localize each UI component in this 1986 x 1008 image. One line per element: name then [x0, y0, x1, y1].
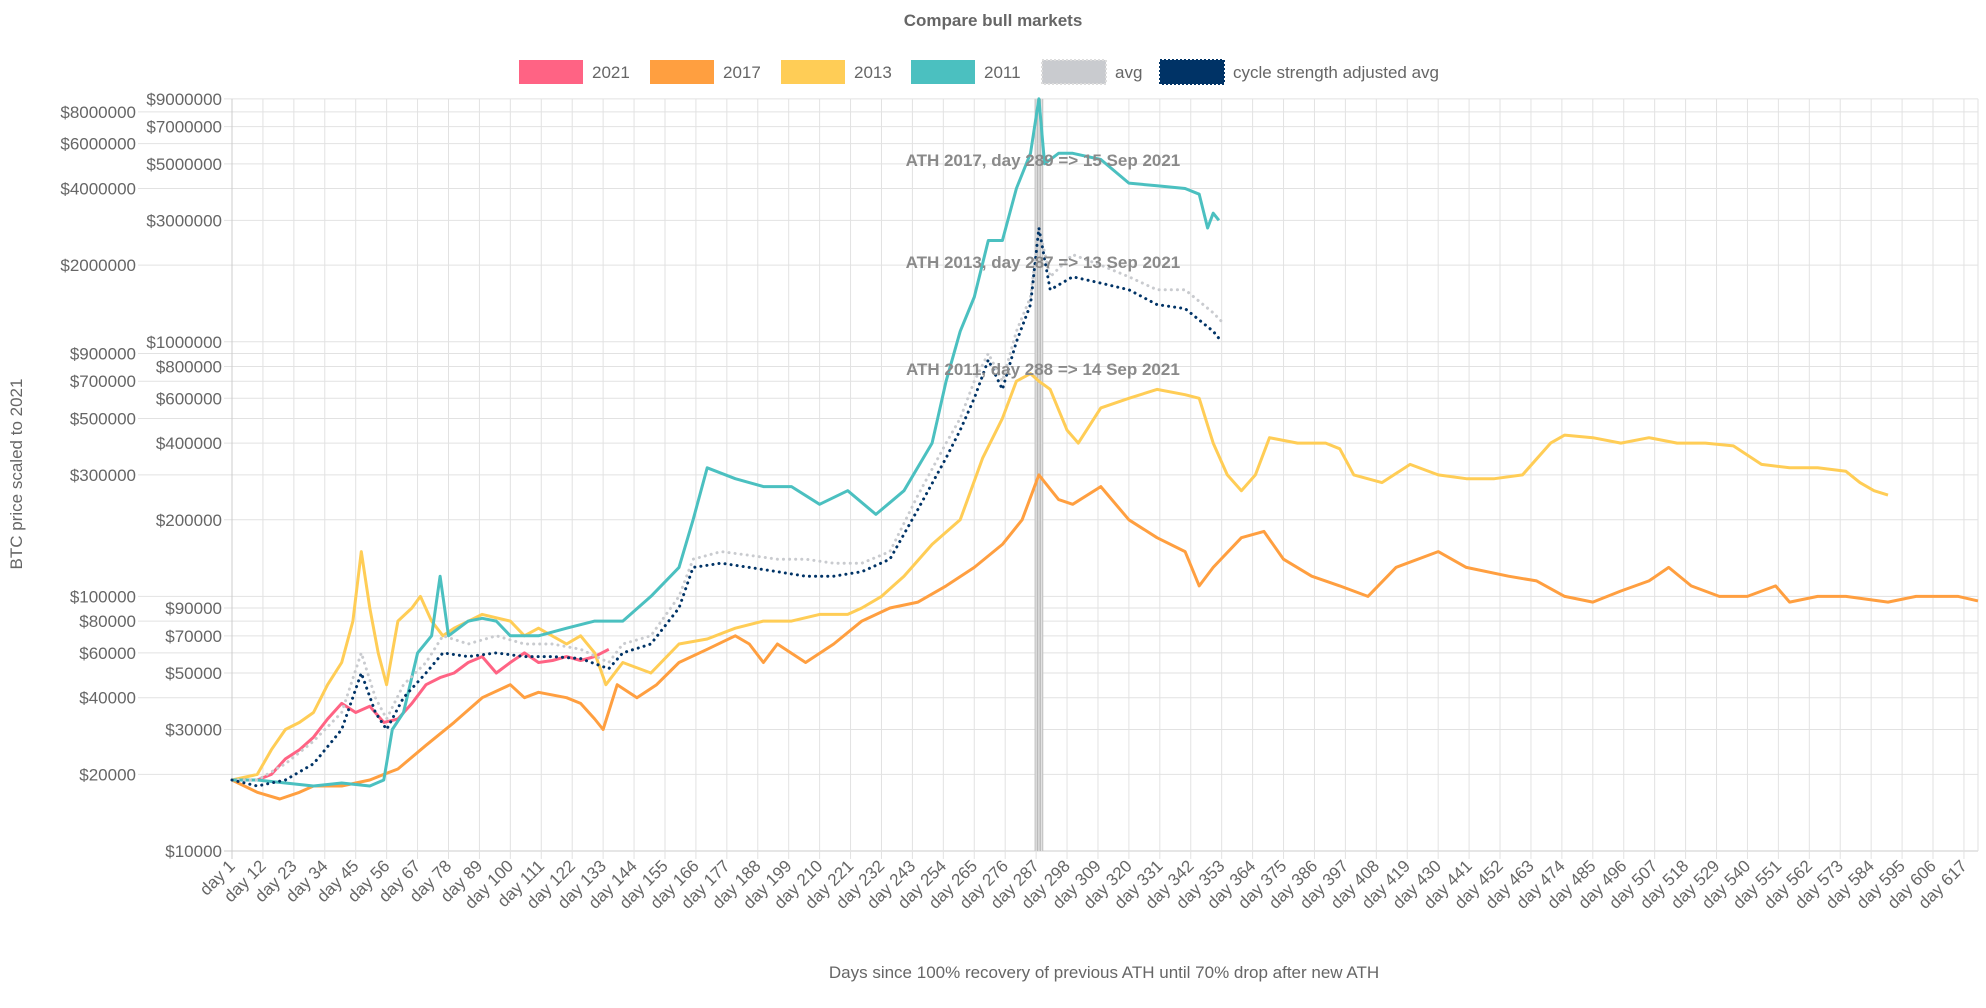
y-tick-label: $300000	[70, 466, 136, 485]
legend-swatch	[650, 60, 714, 84]
y-tick-label: $600000	[156, 389, 222, 408]
legend-item-2013[interactable]: 2013	[781, 60, 892, 84]
y-tick-label: $6000000	[60, 135, 136, 154]
y-tick-label: $3000000	[146, 211, 222, 230]
series-lines	[230, 97, 1979, 801]
y-axis: $10000 $20000 $30000 $40000 $50000 $60000 $700…	[60, 90, 222, 861]
legend-item-avg[interactable]: avg	[1041, 59, 1142, 85]
y-tick-label: $400000	[156, 434, 222, 453]
ath-annotation-labels: ATH 2017, day 289 => 15 Sep 2021 ATH 2013…	[906, 151, 1181, 379]
series-line-2013	[231, 372, 1889, 782]
series-line-2021	[232, 647, 610, 782]
y-tick-label: $70000	[165, 627, 222, 646]
y-tick-label: $20000	[79, 765, 136, 784]
y-tick-label: $80000	[79, 612, 136, 631]
legend-label: avg	[1115, 63, 1142, 82]
y-tick-label: $100000	[70, 587, 136, 606]
legend-item-2021[interactable]: 2021	[519, 60, 630, 84]
legend-swatch	[1041, 59, 1107, 85]
chart-title: Compare bull markets	[904, 11, 1083, 30]
y-tick-label: $60000	[79, 644, 136, 663]
legend-swatch	[519, 60, 583, 84]
y-tick-label: $200000	[156, 511, 222, 530]
legend-swatch	[911, 60, 975, 84]
ath-annotation-label: ATH 2017, day 289 => 15 Sep 2021	[906, 151, 1181, 170]
series-line-2017	[231, 473, 1979, 801]
legend-label: cycle strength adjusted avg	[1233, 63, 1439, 82]
y-tick-label: $90000	[165, 599, 222, 618]
legend-label: 2021	[592, 63, 630, 82]
legend-label: 2017	[723, 63, 761, 82]
y-tick-label: $10000	[165, 842, 222, 861]
legend-item-2011[interactable]: 2011	[911, 60, 1021, 84]
legend-label: 2011	[984, 63, 1021, 82]
series-line-avg	[230, 226, 1224, 782]
y-tick-label: $900000	[70, 344, 136, 363]
grid	[138, 98, 1979, 859]
y-tick-label: $30000	[165, 721, 222, 740]
y-tick-label: $7000000	[146, 118, 222, 137]
ath-annotation-label: ATH 2011, day 288 => 14 Sep 2021	[906, 360, 1180, 379]
legend-swatch	[1159, 59, 1225, 85]
x-axis-label: Days since 100% recovery of previous ATH…	[829, 963, 1379, 982]
series-line-2011	[232, 97, 1221, 788]
y-tick-label: $4000000	[60, 180, 136, 199]
legend-swatch	[781, 60, 845, 84]
y-tick-label: $2000000	[60, 256, 136, 275]
ath-annotation-label: ATH 2013, day 287 => 13 Sep 2021	[906, 253, 1181, 272]
y-tick-label: $40000	[79, 689, 136, 708]
y-tick-label: $700000	[70, 372, 136, 391]
y-tick-label: $9000000	[146, 90, 222, 109]
y-axis-label: BTC price scaled to 2021	[7, 379, 26, 570]
y-tick-label: $500000	[70, 409, 136, 428]
y-tick-label: $1000000	[146, 333, 222, 352]
legend-item-2017[interactable]: 2017	[650, 60, 761, 84]
y-tick-label: $50000	[165, 664, 222, 683]
y-tick-label: $8000000	[60, 103, 136, 122]
y-tick-label: $800000	[156, 357, 222, 376]
legend-item-cycle-strength-adjusted-avg[interactable]: cycle strength adjusted avg	[1159, 59, 1439, 85]
legend: 2021 2017 2013 2011 avg cycle strength adjust…	[519, 59, 1439, 85]
y-tick-label: $5000000	[146, 155, 222, 174]
series-line-cycle-strength-adjusted-avg	[230, 226, 1224, 788]
legend-label: 2013	[854, 63, 892, 82]
